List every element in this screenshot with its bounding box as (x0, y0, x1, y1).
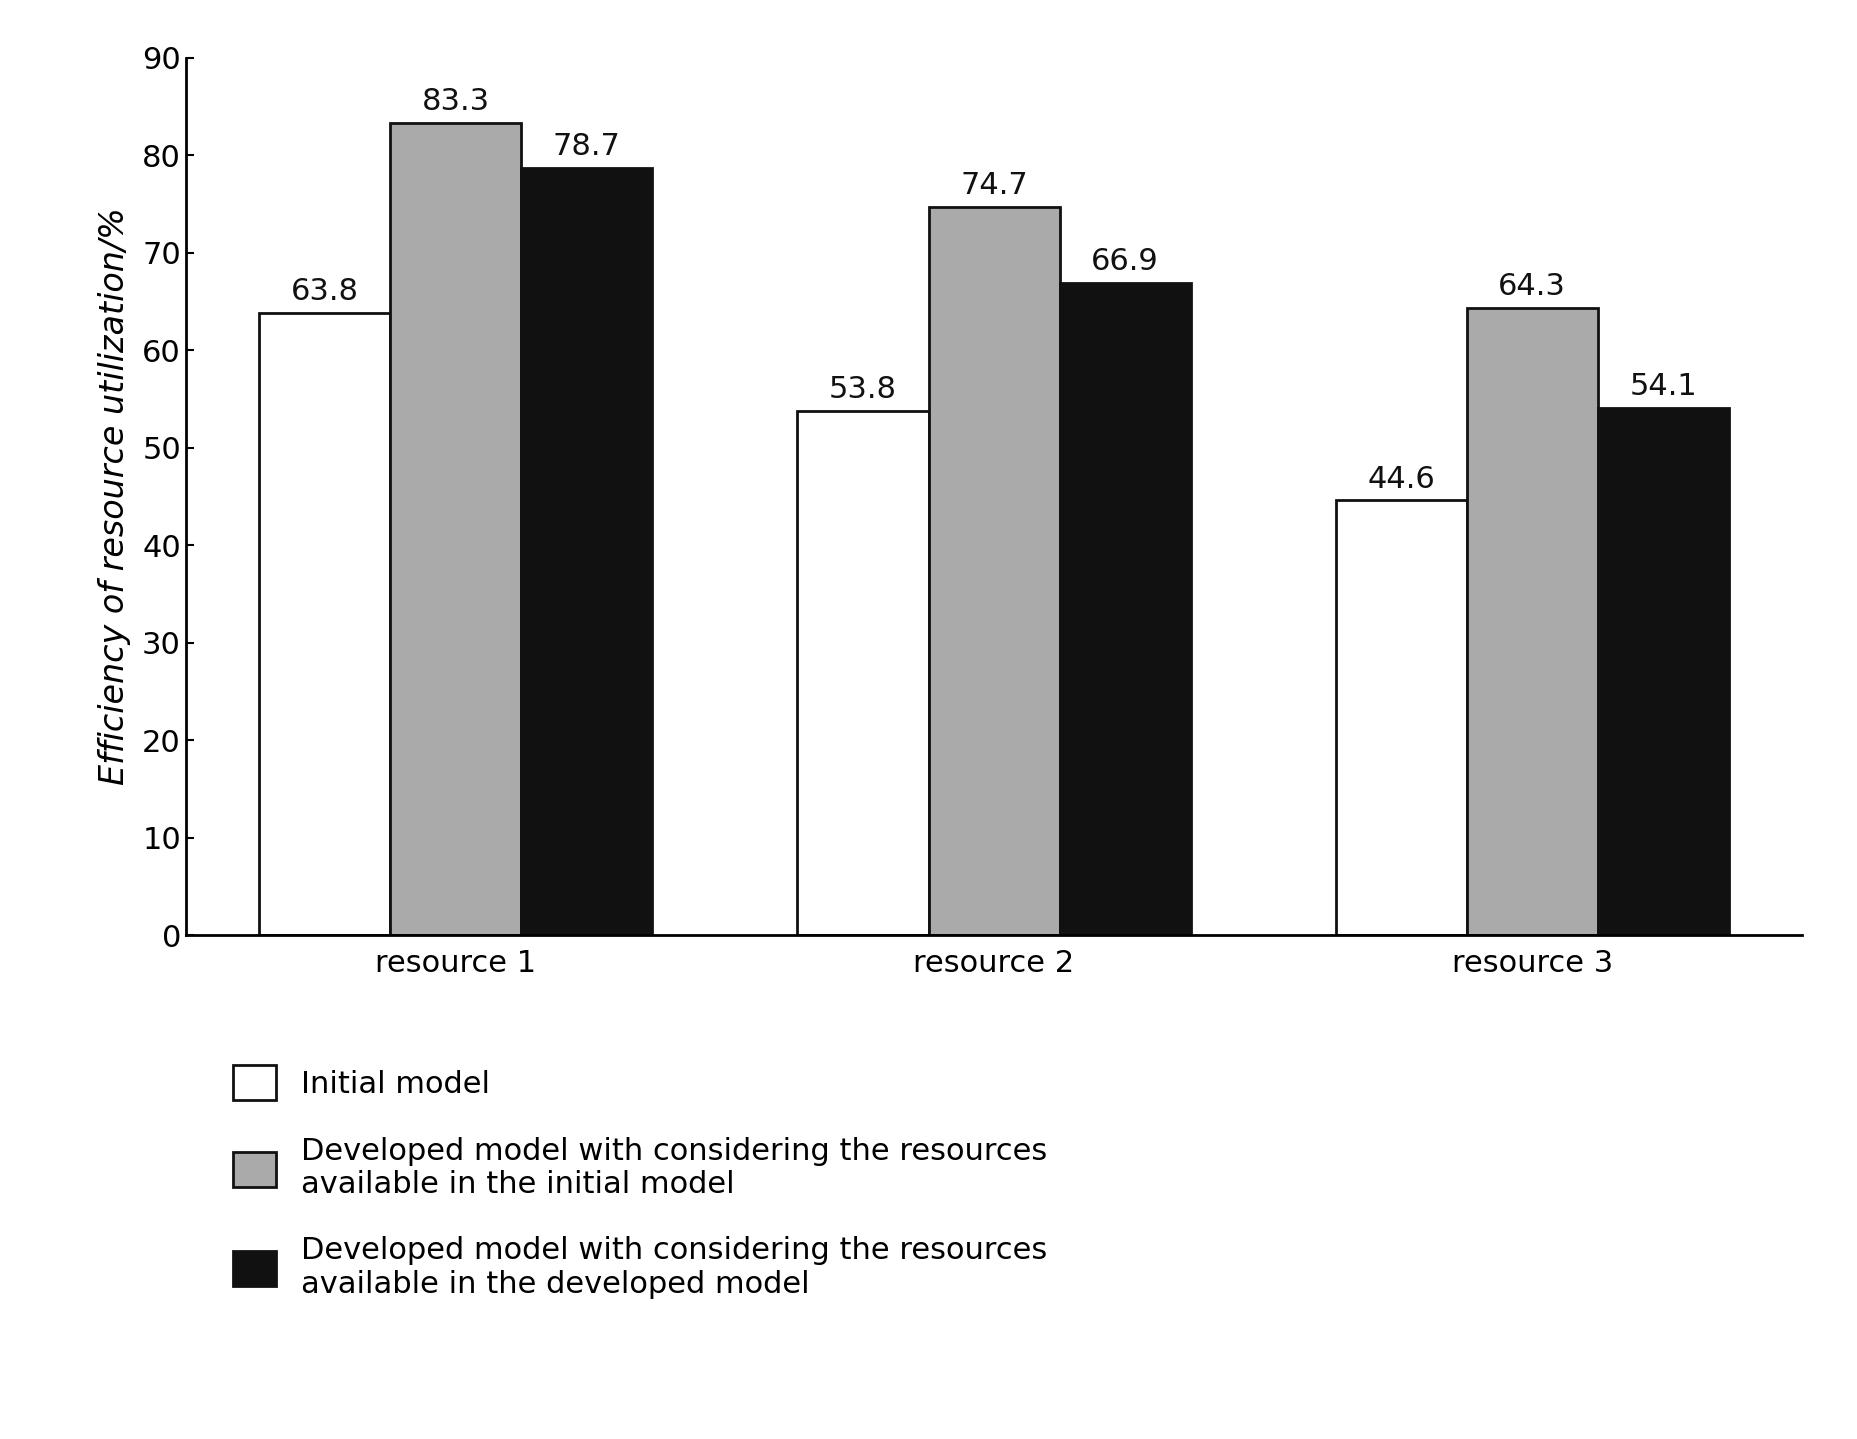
Bar (797, 410, 928, 935)
Text: 64.3: 64.3 (1497, 272, 1565, 301)
Y-axis label: Efficiency of resource utilization/%: Efficiency of resource utilization/% (98, 207, 130, 786)
Bar (522, 168, 652, 935)
Text: 78.7: 78.7 (553, 132, 620, 161)
Text: 54.1: 54.1 (1629, 371, 1695, 401)
Text: 44.6: 44.6 (1367, 465, 1434, 494)
Bar (390, 122, 522, 935)
Text: 53.8: 53.8 (828, 374, 897, 404)
Bar (1335, 501, 1465, 935)
Bar (928, 207, 1058, 935)
Text: 83.3: 83.3 (422, 88, 490, 117)
Bar (260, 314, 390, 935)
Bar (1597, 407, 1727, 935)
Bar (1465, 308, 1597, 935)
Legend: Initial model, Developed model with considering the resources
available in the i: Initial model, Developed model with cons… (234, 1065, 1045, 1298)
Bar (1058, 283, 1190, 935)
Text: 63.8: 63.8 (292, 278, 358, 307)
Text: 74.7: 74.7 (960, 171, 1027, 200)
Text: 66.9: 66.9 (1090, 248, 1159, 276)
